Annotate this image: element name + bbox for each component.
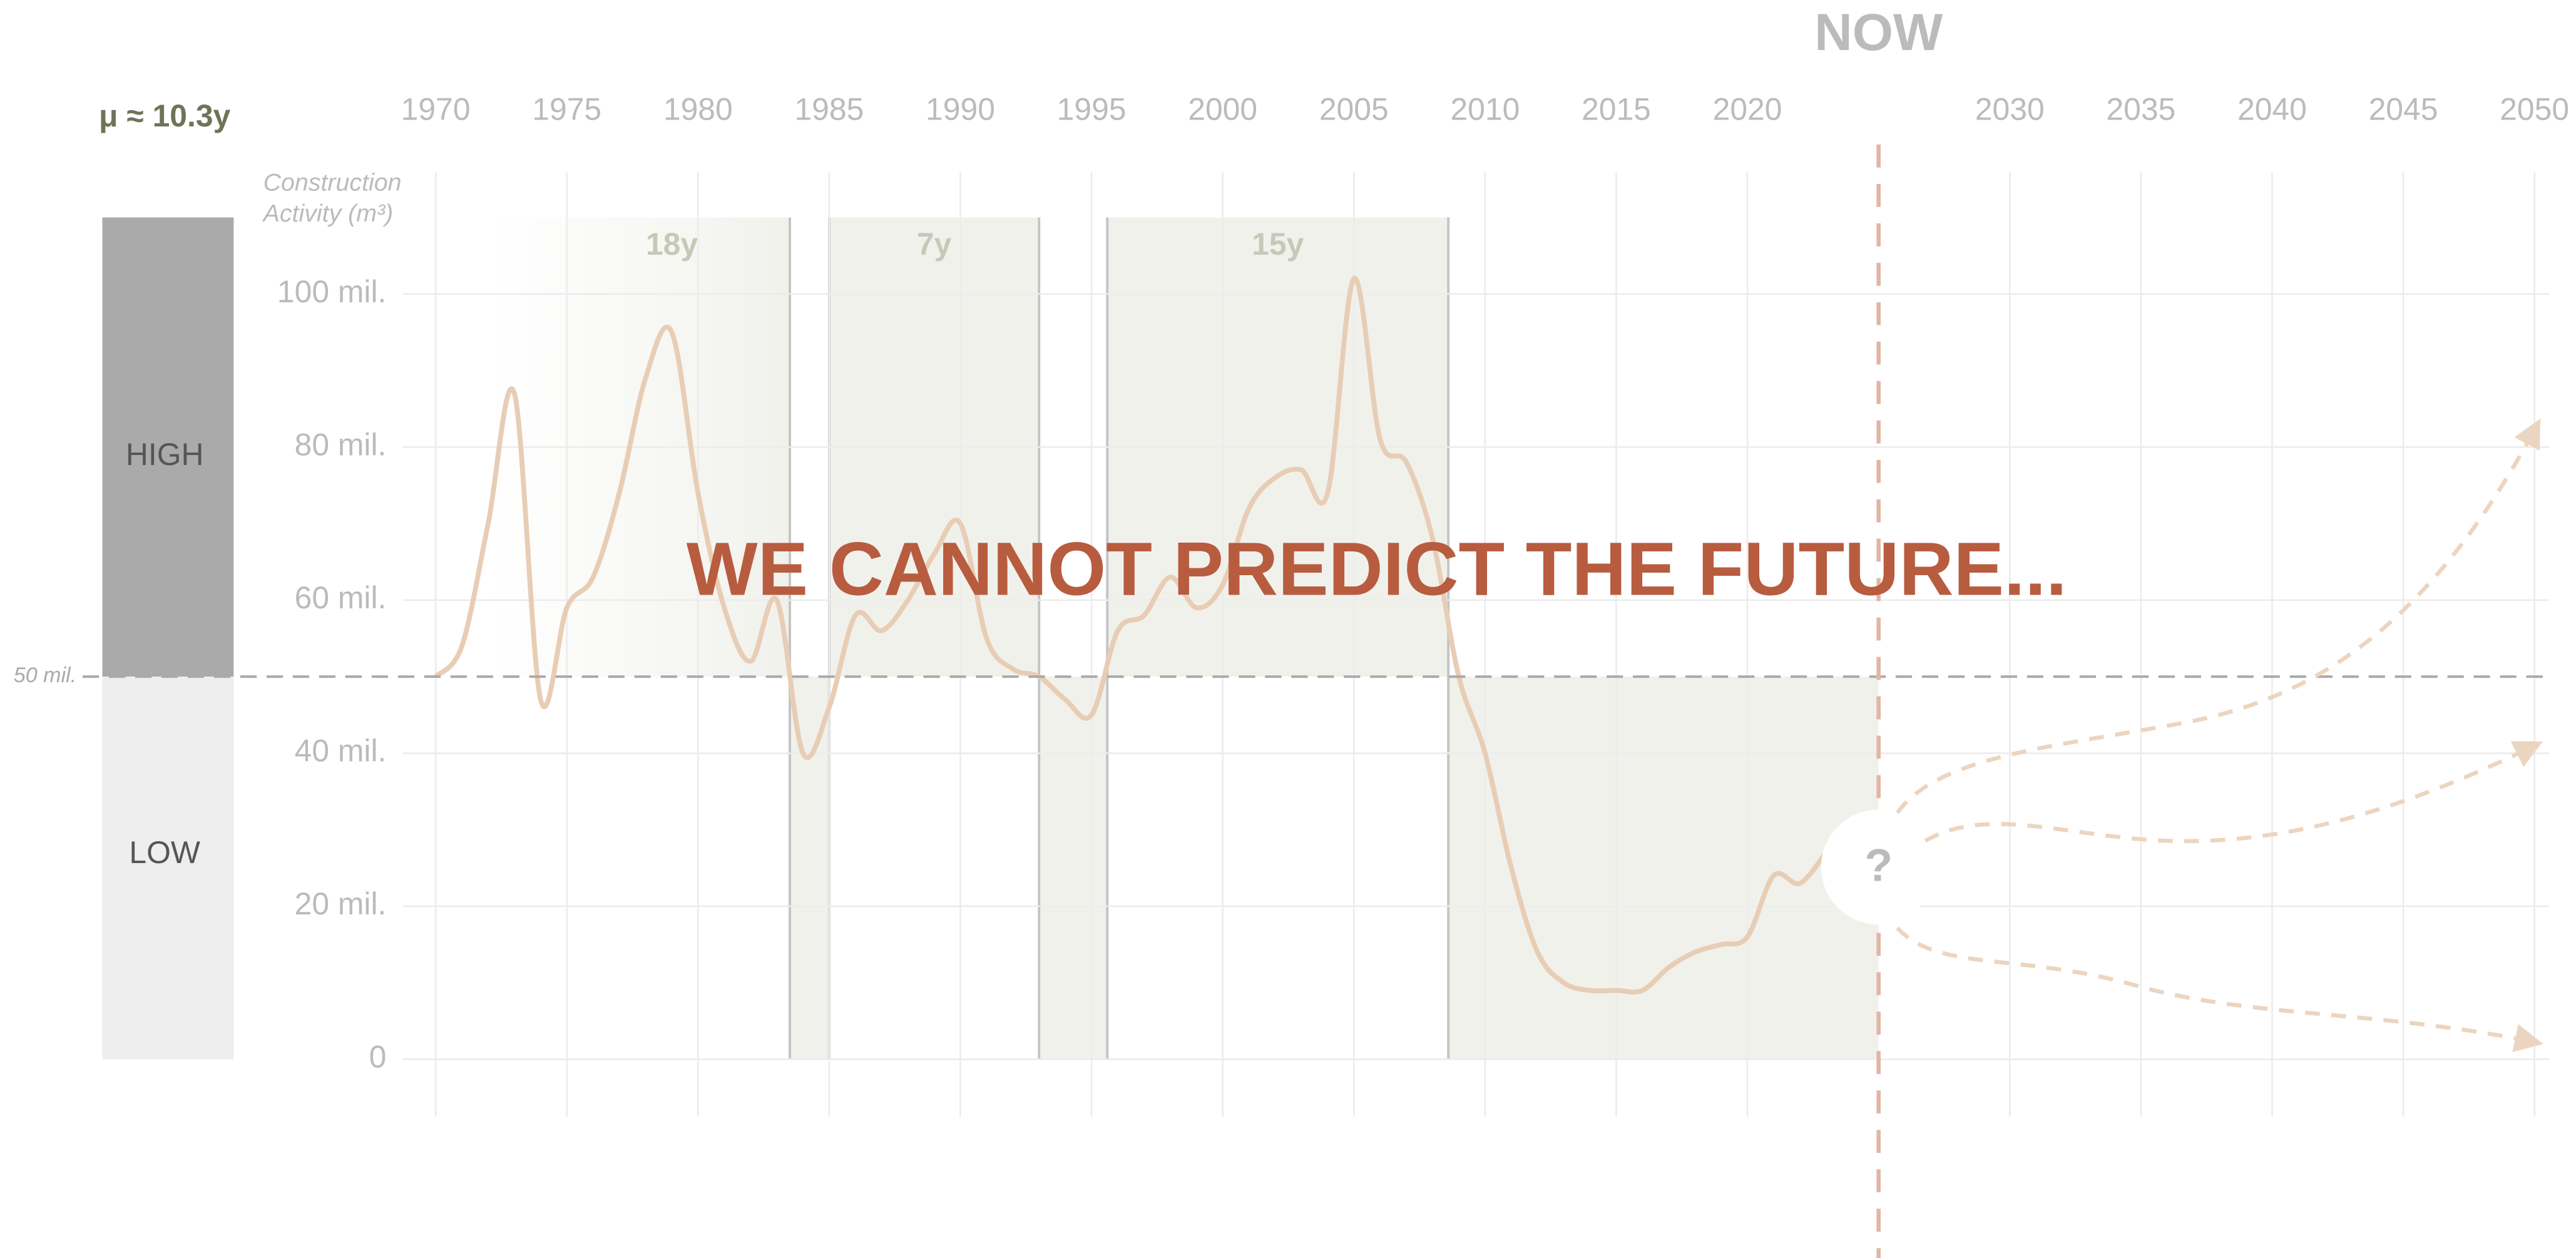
bands xyxy=(488,217,1879,1060)
low-label: LOW xyxy=(129,835,200,870)
period-band xyxy=(1039,677,1108,1060)
high-label: HIGH xyxy=(126,437,204,472)
y-tick-label: 80 mil. xyxy=(295,427,387,462)
now-label: NOW xyxy=(1814,3,1943,61)
x-tick-label: 2035 xyxy=(2106,92,2175,127)
y-tick-label: 60 mil. xyxy=(295,580,387,615)
question-circle xyxy=(1821,809,1936,925)
future-scenarios xyxy=(1895,418,2543,1053)
threshold-label: 50 mil. xyxy=(14,663,76,687)
question-mark: ? xyxy=(1864,839,1893,891)
headline: WE CANNOT PREDICT THE FUTURE... xyxy=(687,526,2067,611)
x-tick-label: 1975 xyxy=(532,92,601,127)
grid xyxy=(402,172,2550,1117)
x-tick-label: 2030 xyxy=(1975,92,2045,127)
scenario-high xyxy=(1895,418,2541,814)
x-tick-label: 1995 xyxy=(1057,92,1127,127)
period-band xyxy=(1448,677,1879,1060)
x-tick-label: 2020 xyxy=(1713,92,1782,127)
x-tick-label: 2050 xyxy=(2500,92,2569,127)
x-tick-label: 1970 xyxy=(401,92,471,127)
x-tick-label: 1985 xyxy=(794,92,864,127)
labels: μ ≈ 10.3y Construction Activity (m³) 0 20… xyxy=(99,92,2569,1075)
scenario-low xyxy=(1896,926,2543,1053)
marks xyxy=(434,276,1828,995)
x-tick-label: 2000 xyxy=(1188,92,1257,127)
x-tick-label: 2005 xyxy=(1319,92,1389,127)
activity-line xyxy=(434,276,1828,995)
period-label: 15y xyxy=(1252,227,1304,262)
x-tick-label: 2045 xyxy=(2369,92,2438,127)
x-tick-label: 1990 xyxy=(926,92,995,127)
y-tick-label: 40 mil. xyxy=(295,734,387,769)
low-box xyxy=(102,677,234,1060)
x-tick-label: 2010 xyxy=(1450,92,1520,127)
y-axis-label: Construction xyxy=(263,168,402,196)
period-band xyxy=(790,677,829,1060)
y-axis-label: Activity (m³) xyxy=(262,200,394,227)
y-tick-label: 100 mil. xyxy=(277,274,387,309)
x-tick-label: 1980 xyxy=(663,92,733,127)
y-tick-label: 20 mil. xyxy=(295,886,387,921)
y-tick-label: 0 xyxy=(369,1040,387,1075)
scenario-mid xyxy=(1924,741,2543,844)
x-tick-label: 2015 xyxy=(1582,92,1651,127)
period-label: 7y xyxy=(917,227,952,262)
mean-label: μ ≈ 10.3y xyxy=(99,98,231,133)
period-label: 18y xyxy=(646,227,698,262)
x-tick-label: 2040 xyxy=(2237,92,2307,127)
high-box xyxy=(102,217,234,677)
